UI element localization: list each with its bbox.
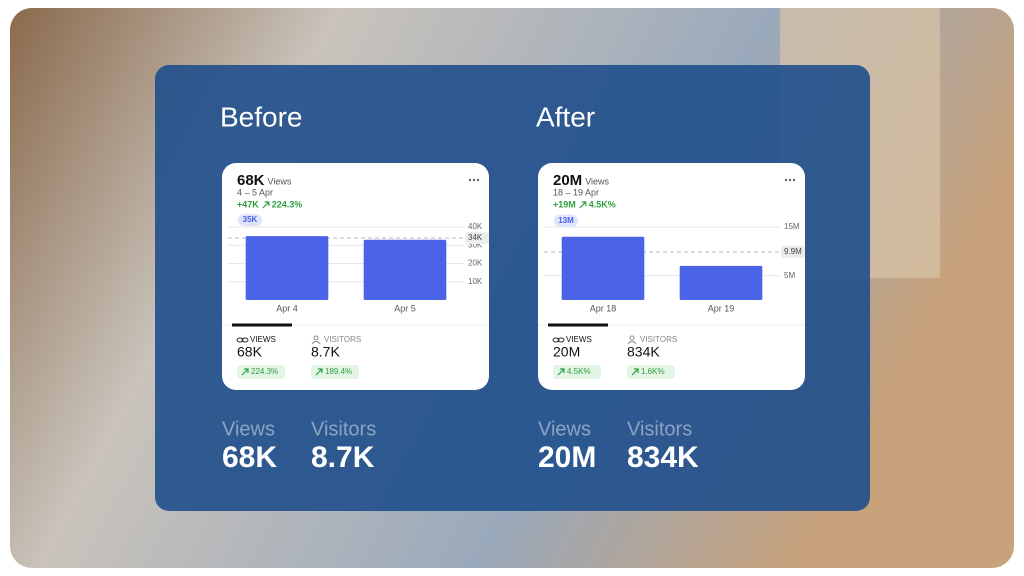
summary-value: 20M [538, 441, 596, 474]
trend-icon [579, 201, 587, 209]
bar [363, 239, 447, 300]
menu-dot [784, 178, 788, 182]
panel-heading: Before [220, 101, 303, 132]
visitor-icon [313, 335, 319, 341]
menu-dot [792, 178, 796, 182]
metric-change-badge [311, 365, 359, 379]
x-tick-label: Apr 5 [394, 303, 416, 313]
change-pct: 4.5K% [589, 199, 616, 209]
summary-value: 8.7K [311, 441, 375, 474]
y-tick-label: 15M [784, 222, 800, 231]
menu-dot [788, 178, 792, 182]
trend-icon [241, 368, 249, 376]
views-icon [241, 337, 249, 343]
summary-label: Visitors [627, 418, 692, 440]
y-tick-label: 30K [468, 240, 483, 249]
metric-change: 1.6K% [641, 367, 665, 376]
visitor-icon [629, 335, 635, 341]
change-pct: 224.3% [272, 199, 303, 209]
summary-label: Views [538, 418, 591, 440]
metric-change: 4.5K% [567, 367, 591, 376]
trend-icon [262, 201, 270, 209]
metric-name: VIEWS [566, 335, 592, 344]
panel-heading: After [536, 101, 595, 132]
menu-dot [476, 178, 480, 182]
visitor-icon [627, 341, 637, 345]
metric-change: 224.3% [251, 367, 278, 376]
views-icon [557, 337, 565, 343]
summary-label: Views [222, 418, 275, 440]
metric-value: 20M [553, 344, 580, 360]
value-label-badge [238, 214, 262, 227]
date-range: 4 – 5 Apr [237, 187, 273, 197]
card-total: 68K [237, 172, 265, 189]
reference-label: 34K [468, 233, 483, 242]
metric-name: VISITORS [324, 335, 361, 344]
metric-change-badge [627, 365, 675, 379]
y-tick-label: 10K [468, 277, 483, 286]
metric-change-badge [237, 365, 285, 379]
y-tick-label: 5M [784, 271, 795, 280]
metric-change: 189.4% [325, 367, 352, 376]
metric-value: 834K [627, 344, 660, 360]
bar [679, 265, 763, 300]
reference-badge [465, 231, 489, 244]
visitor-icon [311, 341, 321, 345]
menu-dot [468, 178, 472, 182]
change: +19M [553, 199, 576, 209]
card [222, 163, 489, 390]
views-icon [236, 337, 244, 343]
views-icon [552, 337, 560, 343]
change: +47K [237, 199, 259, 209]
card-total-label: Views [585, 176, 609, 186]
bar [561, 236, 645, 300]
metric-change-badge [553, 365, 601, 379]
trend-icon [315, 368, 323, 376]
x-tick-label: Apr 4 [276, 303, 298, 313]
date-range: 18 – 19 Apr [553, 187, 599, 197]
y-tick-label: 20K [468, 259, 483, 268]
summary-label: Visitors [311, 418, 376, 440]
y-tick-label: 40K [468, 222, 483, 231]
summary-value: 834K [627, 441, 699, 474]
summary-value: 68K [222, 441, 277, 474]
metric-name: VISITORS [640, 335, 677, 344]
x-tick-label: Apr 18 [590, 303, 617, 313]
card-total: 20M [553, 172, 582, 189]
reference-badge [781, 245, 805, 258]
metric-name: VIEWS [250, 335, 276, 344]
card-total-label: Views [268, 176, 292, 186]
reference-label: 9.9M [784, 247, 802, 256]
metric-value: 8.7K [311, 344, 340, 360]
bar [245, 236, 329, 300]
trend-icon [631, 368, 639, 376]
value-label-badge [554, 214, 578, 227]
card [538, 163, 805, 390]
menu-dot [472, 178, 476, 182]
value-label: 13M [558, 216, 574, 225]
x-tick-label: Apr 19 [708, 303, 735, 313]
trend-icon [557, 368, 565, 376]
metric-value: 68K [237, 344, 263, 360]
value-label: 35K [243, 215, 258, 224]
